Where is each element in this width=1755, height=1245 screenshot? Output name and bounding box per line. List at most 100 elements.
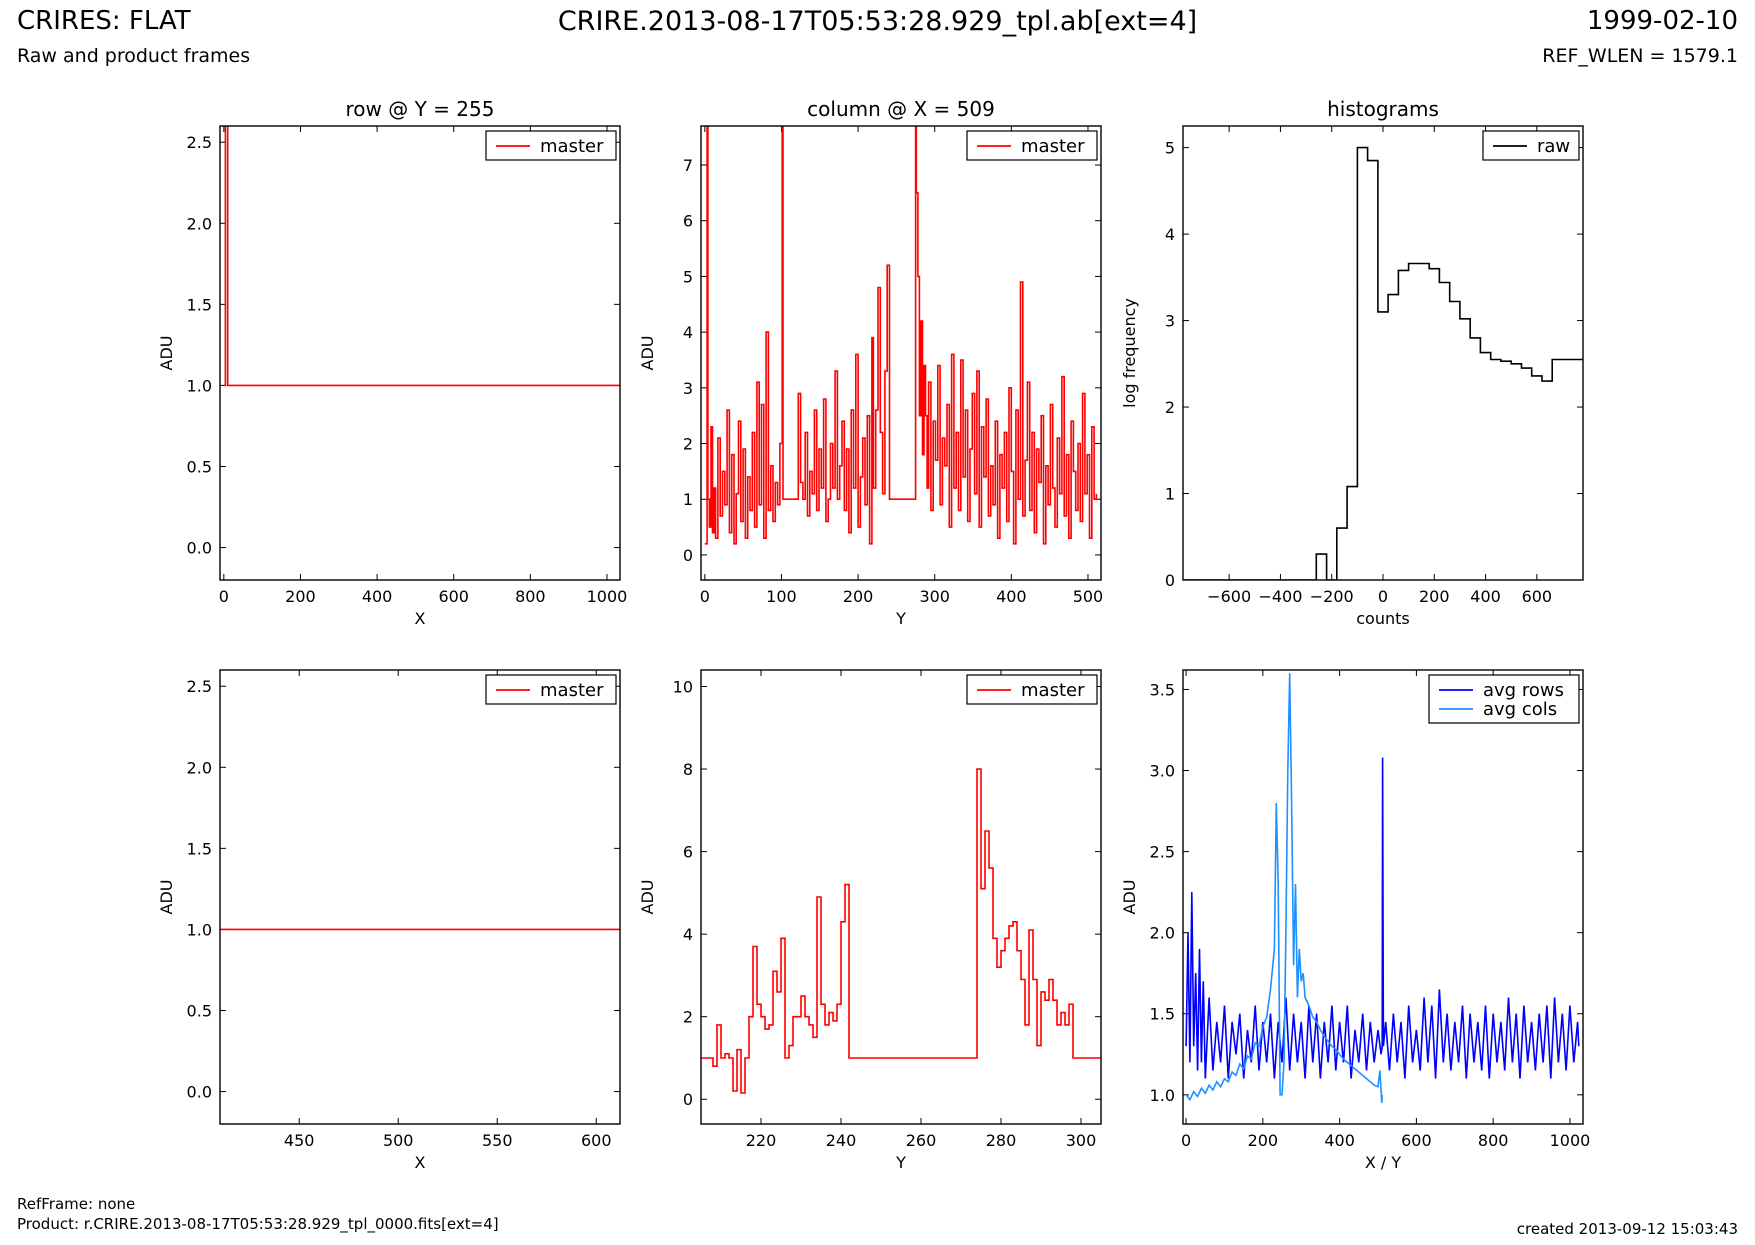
- chart-panel-4: 450 500 550 600 0.0 0.5 1.0 1.5 2.0 2.5 X ADU master: [157, 669, 621, 1172]
- legend: master: [966, 130, 1098, 161]
- legend: raw: [1482, 130, 1580, 161]
- figure-subtitle: Raw and product frames: [17, 45, 251, 67]
- y-tick-label: 2: [683, 435, 693, 454]
- legend-box: [1428, 674, 1580, 724]
- chart-title: row @ Y = 255: [346, 97, 495, 121]
- x-axis-label: Y: [895, 1153, 906, 1172]
- x-tick-label: 400: [362, 587, 393, 606]
- x-tick-label: 550: [482, 1131, 513, 1150]
- chart-panel-6: 0 200 400 600 800 1000 1.0 1.5 2.0 2.5 3.0 3.5 X / Y…: [1120, 669, 1591, 1172]
- x-tick-label: 0: [219, 587, 229, 606]
- plot-frame: [1182, 125, 1584, 581]
- y-tick-label: 1.5: [187, 839, 212, 858]
- series-line-avg-cols: [1185, 673, 1383, 1103]
- y-tick-label: 3.5: [1150, 680, 1175, 699]
- frame-filename: CRIRE.2013-08-17T05:53:28.929_tpl.ab[ext…: [557, 6, 1198, 37]
- created-timestamp: created 2013-09-12 15:03:43: [1516, 1220, 1738, 1238]
- series-line-master: [701, 768, 1101, 1094]
- x-tick-label: 0: [700, 587, 710, 606]
- y-tick-label: 1.0: [187, 376, 212, 395]
- plot-frame: [700, 669, 1102, 1125]
- x-tick-label: 200: [285, 587, 316, 606]
- x-tick-label: 500: [383, 1131, 414, 1150]
- x-tick-label: −600: [1207, 587, 1251, 606]
- x-tick-label: 500: [1073, 587, 1104, 606]
- x-axis-label: Y: [895, 609, 906, 628]
- y-tick-label: 0: [1165, 571, 1175, 590]
- y-tick-label: 2.5: [1150, 843, 1175, 862]
- y-axis-label: log frequency: [1120, 298, 1139, 408]
- y-axis-label: ADU: [1120, 880, 1139, 915]
- legend-label: master: [540, 680, 604, 701]
- x-tick-label: 200: [1419, 587, 1450, 606]
- x-tick-label: −200: [1310, 587, 1354, 606]
- x-tick-label: 0: [1181, 1131, 1191, 1150]
- y-tick-label: 2.0: [187, 758, 212, 777]
- chart-panel-2: column @ X = 509 0 100 200 300 400 500 0 1 2 3 4 5 6 7…: [638, 97, 1103, 628]
- chart-panel-5: 220 240 260 280 300 0 2 4 6 8 10 Y ADU master: [638, 669, 1102, 1172]
- legend-label: raw: [1537, 136, 1570, 157]
- plot-area: [1183, 146, 1583, 580]
- y-axis-label: ADU: [638, 336, 657, 371]
- legend: master: [966, 674, 1098, 705]
- y-tick-label: 2.0: [1150, 924, 1175, 943]
- observation-date: 1999-02-10: [1586, 6, 1738, 36]
- x-tick-label: 260: [906, 1131, 937, 1150]
- plot-frame: [219, 669, 621, 1125]
- y-tick-label: 3: [1165, 312, 1175, 331]
- legend-label: avg rows: [1483, 680, 1564, 701]
- plot-frame: [1182, 669, 1584, 1125]
- y-tick-label: 5: [1165, 139, 1175, 158]
- y-tick-label: 1.0: [187, 920, 212, 939]
- x-axis-label: X: [415, 1153, 426, 1172]
- x-axis-label: X / Y: [1365, 1153, 1402, 1172]
- y-tick-label: 0.0: [187, 1083, 212, 1102]
- series-line-master: [704, 126, 1098, 545]
- y-tick-label: 1.0: [1150, 1086, 1175, 1105]
- x-tick-label: 100: [766, 587, 797, 606]
- y-tick-label: 2: [1165, 398, 1175, 417]
- y-axis-label: ADU: [638, 880, 657, 915]
- y-tick-label: 1: [1165, 485, 1175, 504]
- y-tick-label: 4: [1165, 225, 1175, 244]
- x-tick-label: 400: [1324, 1131, 1355, 1150]
- y-tick-label: 0.0: [187, 539, 212, 558]
- x-tick-label: 600: [1522, 587, 1553, 606]
- series-line-avg-rows: [1185, 757, 1580, 1079]
- y-tick-label: 1.5: [1150, 1005, 1175, 1024]
- x-tick-label: −400: [1258, 587, 1302, 606]
- y-tick-label: 2.5: [187, 677, 212, 696]
- y-tick-label: 6: [683, 212, 693, 231]
- y-tick-label: 6: [683, 843, 693, 862]
- x-tick-label: 300: [919, 587, 950, 606]
- legend-label: avg cols: [1483, 699, 1557, 720]
- x-tick-label: 240: [826, 1131, 857, 1150]
- y-tick-label: 4: [683, 323, 693, 342]
- plot-frame: [219, 125, 621, 581]
- x-tick-label: 300: [1066, 1131, 1097, 1150]
- chart-panel-3: histograms −600 −400 −200 0 200 400 600 0 1 2 3 4 5 co…: [1120, 97, 1584, 628]
- x-tick-label: 220: [746, 1131, 777, 1150]
- y-axis-label: ADU: [157, 336, 176, 371]
- series-line-master: [223, 126, 620, 387]
- plot-area: [701, 768, 1101, 1094]
- plot-area: [223, 126, 620, 387]
- y-tick-label: 0: [683, 1090, 693, 1109]
- y-tick-label: 0.5: [187, 1002, 212, 1021]
- x-tick-label: 400: [1470, 587, 1501, 606]
- chart-panel-1: row @ Y = 255 0 200 400 600 800 1000 0.0 0.5 1.0 1…: [157, 97, 627, 628]
- chart-title: column @ X = 509: [807, 97, 995, 121]
- y-tick-label: 0: [683, 546, 693, 565]
- plot-area: [1185, 673, 1580, 1103]
- x-tick-label: 1000: [1550, 1131, 1591, 1150]
- y-tick-label: 8: [683, 760, 693, 779]
- legend: master: [485, 130, 617, 161]
- x-tick-label: 200: [1248, 1131, 1279, 1150]
- y-tick-label: 1.5: [187, 295, 212, 314]
- x-tick-label: 600: [581, 1131, 612, 1150]
- y-tick-label: 2: [683, 1008, 693, 1027]
- y-axis-label: ADU: [157, 880, 176, 915]
- y-tick-label: 1: [683, 490, 693, 509]
- y-tick-label: 2.0: [187, 214, 212, 233]
